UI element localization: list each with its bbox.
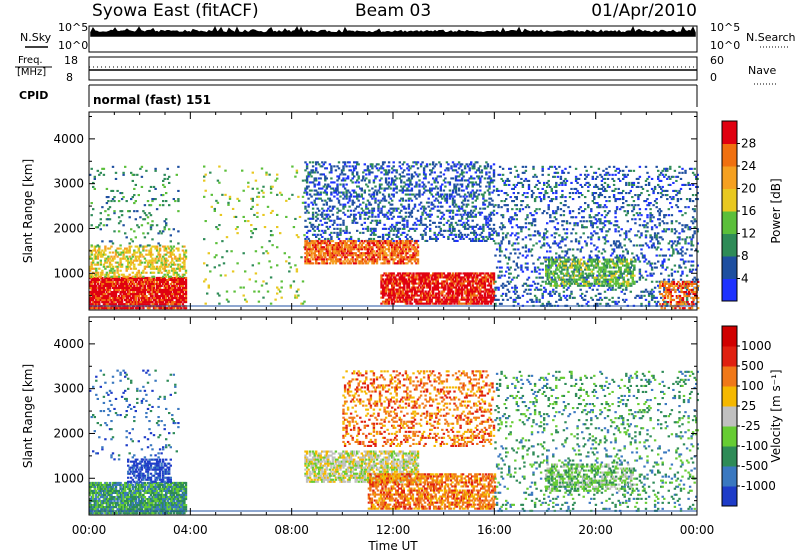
freq-tick-bottom: 8 bbox=[66, 71, 73, 84]
power-colorbar: 4 8 12 16 20 24 28 Power [dB] bbox=[721, 120, 783, 302]
time-tick-5: 20:00 bbox=[578, 523, 613, 537]
power-cbar-tick-2: 12 bbox=[741, 227, 756, 241]
power-cbar-tick-3: 16 bbox=[741, 204, 756, 218]
time-tick-1: 04:00 bbox=[173, 523, 208, 537]
velocity-ytick-1: 2000 bbox=[53, 426, 84, 440]
power-y-axis: 1000 2000 3000 4000 bbox=[53, 115, 697, 297]
velocity-cbar-tick-2: 100 bbox=[741, 379, 764, 393]
velocity-cbar-tick-3: 25 bbox=[741, 399, 756, 413]
nsky-tick-bottom: 10^0 bbox=[58, 39, 88, 52]
velocity-cbar-tick-0: 1000 bbox=[741, 339, 772, 353]
power-x-ticks bbox=[88, 112, 698, 310]
cpid-value: normal (fast) 151 bbox=[93, 93, 211, 107]
velocity-cbar-tick-5: -100 bbox=[741, 439, 768, 453]
power-cbar-tick-1: 8 bbox=[741, 249, 749, 263]
velocity-colorbar-label: Velocity [m s⁻¹] bbox=[769, 369, 783, 462]
nave-tick-bottom: 0 bbox=[710, 71, 717, 84]
power-cbar-tick-5: 24 bbox=[741, 159, 756, 173]
velocity-x-ticks: 00:00 04:00 08:00 12:00 16:00 20:00 00:00 bbox=[72, 317, 715, 537]
station-title: Syowa East (fitACF) bbox=[92, 1, 259, 21]
nsky-tick-top: 10^5 bbox=[58, 21, 88, 34]
velocity-ylabel: Slant Range [km] bbox=[21, 364, 35, 468]
power-ytick-0: 1000 bbox=[53, 266, 84, 280]
nsearch-tick-top: 10^5 bbox=[710, 21, 740, 34]
time-tick-2: 08:00 bbox=[274, 523, 309, 537]
velocity-ytick-2: 3000 bbox=[53, 382, 84, 396]
velocity-cbar-tick-6: -500 bbox=[741, 459, 768, 473]
time-axis-label: Time UT bbox=[367, 539, 418, 553]
velocity-cbar-tick-1: 500 bbox=[741, 359, 764, 373]
power-cbar-tick-0: 4 bbox=[741, 272, 749, 286]
power-ytick-2: 3000 bbox=[53, 177, 84, 191]
freq-panel: Freq. [MHz] 18 8 60 0 Nave bbox=[15, 54, 778, 85]
velocity-y-axis: 1000 2000 3000 4000 bbox=[53, 320, 697, 502]
time-tick-4: 16:00 bbox=[477, 523, 512, 537]
nsky-panel: N.Sky 10^5 10^0 10^5 10^0 N.Search bbox=[20, 21, 796, 53]
velocity-colorbar: 1000 500 100 25 -25 -100 -500 -1000 Velocity [m… bbox=[721, 325, 783, 507]
velocity-cbar-tick-4: -25 bbox=[741, 419, 761, 433]
time-tick-0: 00:00 bbox=[72, 523, 107, 537]
power-ytick-1: 2000 bbox=[53, 221, 84, 235]
power-cells bbox=[89, 161, 700, 310]
cpid-panel: CPID normal (fast) 151 bbox=[19, 84, 698, 107]
power-cbar-tick-4: 20 bbox=[741, 182, 756, 196]
freq-label: Freq. bbox=[18, 55, 43, 66]
time-tick-6: 00:00 bbox=[680, 523, 715, 537]
velocity-ytick-0: 1000 bbox=[53, 471, 84, 485]
time-tick-3: 12:00 bbox=[376, 523, 411, 537]
velocity-cbar-tick-7: -1000 bbox=[741, 479, 776, 493]
beam-title: Beam 03 bbox=[355, 1, 431, 21]
velocity-ytick-3: 4000 bbox=[53, 337, 84, 351]
nsearch-label: N.Search bbox=[746, 31, 796, 44]
date-title: 01/Apr/2010 bbox=[591, 1, 697, 21]
velocity-cells bbox=[89, 369, 699, 515]
freq-unit: [MHz] bbox=[17, 67, 46, 78]
power-cbar-tick-6: 28 bbox=[741, 137, 756, 151]
cpid-label: CPID bbox=[19, 89, 48, 102]
nsky-label: N.Sky bbox=[20, 31, 52, 44]
power-colorbar-label: Power [dB] bbox=[769, 178, 783, 243]
nsearch-tick-bottom: 10^0 bbox=[710, 39, 740, 52]
power-panel: 1000 2000 3000 4000 Slant Range [km] bbox=[21, 111, 700, 311]
power-ylabel: Slant Range [km] bbox=[21, 159, 35, 263]
nave-label: Nave bbox=[748, 64, 776, 77]
nave-tick-top: 60 bbox=[710, 54, 724, 67]
power-ytick-3: 4000 bbox=[53, 132, 84, 146]
velocity-panel: 1000 2000 3000 4000 00:00 04:00 08:00 12:00 16:… bbox=[21, 316, 715, 553]
freq-tick-top: 18 bbox=[64, 54, 78, 67]
